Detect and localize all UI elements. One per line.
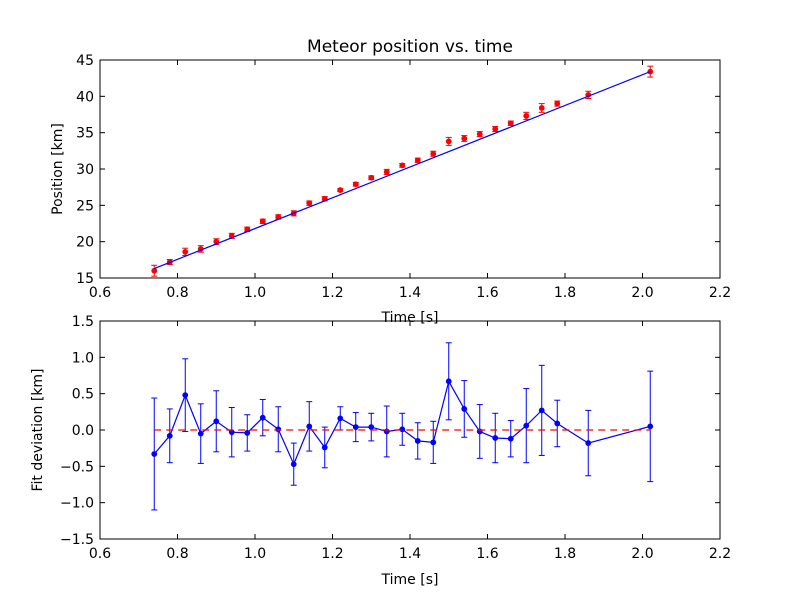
y-tick-label: 0.0 — [72, 423, 94, 439]
data-point — [647, 423, 654, 430]
data-point — [507, 435, 514, 442]
data-point — [182, 392, 189, 399]
y-tick-label: −1.0 — [60, 496, 94, 512]
data-point — [244, 430, 251, 436]
data-point — [337, 187, 344, 193]
data-point — [523, 113, 530, 119]
x-tick-label: 0.6 — [89, 546, 111, 562]
data-point — [399, 426, 406, 433]
data-point — [352, 424, 359, 430]
y-tick-label: 25 — [76, 198, 94, 214]
y-tick-label: 1.0 — [72, 350, 94, 366]
data-point — [523, 422, 530, 429]
fit-line — [154, 71, 651, 270]
data-point — [213, 418, 220, 425]
x-tick-label: 1.2 — [321, 546, 343, 562]
y-tick-label: 1.5 — [72, 314, 94, 330]
data-point — [290, 461, 297, 468]
x-tick-label: 1.4 — [399, 546, 421, 562]
data-point — [306, 200, 313, 207]
data-point — [445, 378, 452, 385]
data-point — [197, 430, 204, 437]
data-point — [306, 423, 313, 430]
y-tick-label: −0.5 — [60, 459, 94, 475]
data-point — [368, 174, 375, 181]
data-point — [585, 440, 592, 446]
y-tick-label: 30 — [76, 162, 94, 178]
data-point — [430, 439, 437, 446]
x-tick-label: 1.2 — [321, 285, 343, 301]
data-point — [538, 407, 545, 414]
bottom-plot-area: 0.6 0.8 1.0 1.2 1.4 1.6 1.8 2.0 2.2 −1.5 −1.0 −0.5 0… — [60, 314, 731, 562]
x-tick-label: 2.0 — [631, 285, 653, 301]
x-tick-label: 2.2 — [709, 546, 731, 562]
y-tick-label: 0.5 — [72, 387, 94, 403]
data-point — [476, 131, 483, 138]
x-tick-label: 2.0 — [631, 546, 653, 562]
top-chart-ylabel: Position [km] — [50, 123, 66, 215]
x-tick-label: 1.4 — [399, 285, 421, 301]
data-point — [151, 451, 158, 457]
data-point — [352, 181, 359, 188]
data-point — [554, 420, 561, 427]
x-tick-label: 1.8 — [554, 546, 576, 562]
data-point — [383, 169, 390, 175]
x-tick-label: 1.0 — [244, 546, 266, 562]
x-tick-label: 2.2 — [709, 285, 731, 301]
top-chart-xlabel: Time [s] — [381, 310, 439, 326]
top-chart: Meteor position vs. time Position [km] T… — [50, 37, 731, 326]
y-tick-label: −1.5 — [60, 532, 94, 548]
data-point — [492, 126, 499, 132]
data-point — [368, 424, 375, 430]
data-point — [259, 218, 266, 225]
data-point — [461, 406, 468, 412]
data-point — [259, 414, 266, 421]
data-point — [275, 426, 282, 433]
data-point — [507, 120, 514, 127]
top-plot-area: 0.6 0.8 1.0 1.2 1.4 1.6 1.8 2.0 2.2 15 20 25 30 35 40 4… — [76, 53, 731, 301]
data-point — [430, 150, 437, 157]
data-point — [337, 415, 344, 422]
y-tick-label: 15 — [76, 271, 94, 287]
y-tick-label: 45 — [76, 53, 94, 69]
bottom-chart-xlabel: Time [s] — [381, 572, 439, 588]
data-point — [461, 135, 468, 142]
y-tick-label: 20 — [76, 235, 94, 251]
data-point — [166, 432, 173, 439]
y-tick-label: 40 — [76, 89, 94, 105]
x-tick-label: 0.6 — [89, 285, 111, 301]
data-point — [445, 138, 452, 145]
bottom-chart-ylabel: Fit deviation [km] — [30, 368, 46, 491]
data-point — [554, 100, 561, 107]
data-point — [538, 105, 545, 111]
data-point — [399, 162, 406, 169]
data-point — [321, 444, 328, 451]
bottom-chart: Fit deviation [km] Time [s] 0.6 0.8 1.0 1.2… — [30, 314, 731, 588]
data-point — [182, 248, 189, 255]
x-tick-label: 1.8 — [554, 285, 576, 301]
x-tick-label: 1.6 — [476, 546, 498, 562]
data-point — [414, 157, 421, 164]
x-tick-label: 1.6 — [476, 285, 498, 301]
data-point — [414, 438, 421, 444]
data-point — [492, 435, 499, 441]
x-tick-label: 1.0 — [244, 285, 266, 301]
x-tick-label: 0.8 — [166, 285, 188, 301]
data-point — [151, 267, 158, 274]
top-chart-title: Meteor position vs. time — [307, 37, 513, 57]
y-tick-label: 35 — [76, 126, 94, 142]
x-tick-label: 0.8 — [166, 546, 188, 562]
